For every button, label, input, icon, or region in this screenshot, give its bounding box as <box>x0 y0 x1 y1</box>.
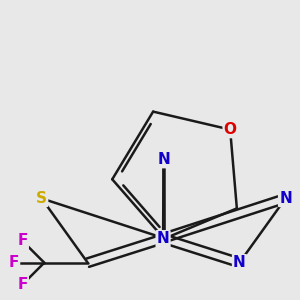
Text: F: F <box>9 255 19 270</box>
Text: N: N <box>233 255 246 270</box>
Text: O: O <box>224 122 237 137</box>
Text: N: N <box>157 152 170 167</box>
Text: F: F <box>17 233 28 248</box>
Text: N: N <box>157 231 169 246</box>
Text: N: N <box>279 191 292 206</box>
Text: S: S <box>36 191 47 206</box>
Text: F: F <box>17 277 28 292</box>
